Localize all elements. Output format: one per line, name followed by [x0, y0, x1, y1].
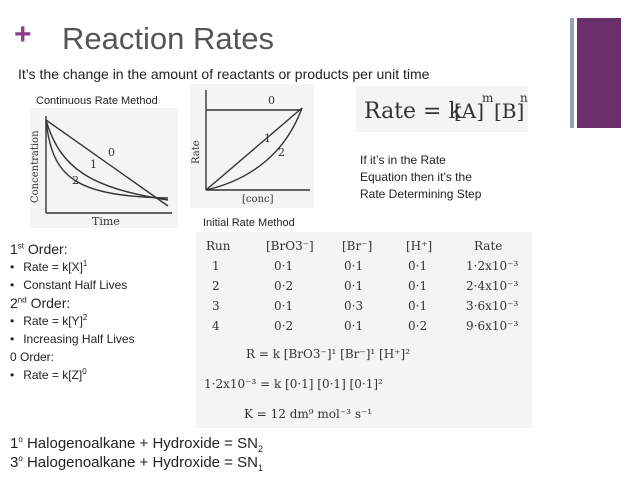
table-header-bro3: [BrO3⁻] — [266, 239, 314, 253]
plus-icon: + — [14, 18, 32, 51]
note-line-1: If it’s in the Rate — [360, 153, 446, 167]
graph1-label-1: 1 — [90, 158, 97, 171]
graph1-curve-2 — [45, 119, 169, 199]
table-cell: 0·1 — [274, 299, 293, 313]
table-cell: 2·4x10⁻³ — [466, 279, 518, 293]
table-cell: 0·1 — [344, 279, 363, 293]
caption-initial: Initial Rate Method — [203, 217, 295, 229]
primary-halogenoalkane-line: 1o Halogenoalkane + Hydroxide = SN2 — [10, 435, 263, 454]
rate-constant: K = 12 dm⁹ mol⁻³ s⁻¹ — [244, 407, 372, 421]
graph2-label-0: 0 — [268, 94, 275, 107]
first-order-heading: 1st Order: — [10, 241, 68, 257]
table-cell: 0·1 — [408, 279, 427, 293]
table-cell: 9·6x10⁻³ — [466, 319, 518, 333]
graph2-label-1: 1 — [264, 132, 271, 145]
graph1-curve-0 — [45, 119, 169, 207]
page-title: Reaction Rates — [62, 21, 274, 56]
table-header-br: [Br⁻] — [342, 239, 372, 253]
first-order-rate: Rate = k[X]1 — [10, 258, 135, 276]
orders-list: 1st Order: Rate = k[X]1 Constant Half Li… — [10, 240, 135, 384]
table-cell: 0·2 — [274, 279, 293, 293]
graph1-curve-1 — [45, 119, 169, 201]
page-subtitle: It’s the change in the amount of reactan… — [18, 66, 430, 82]
second-order-heading: 2nd Order: — [10, 295, 71, 311]
table-header-run: Run — [206, 239, 231, 253]
continuous-rate-graph: Concentration Time 0 1 2 — [30, 108, 178, 228]
graph2-label-2: 2 — [278, 146, 285, 159]
rate-conc-graph: Rate [conc] 0 1 2 — [190, 84, 314, 208]
graph1-label-2: 2 — [72, 174, 79, 187]
table-cell: 0·1 — [274, 259, 293, 273]
note-line-2: Equation then it’s the — [360, 170, 472, 184]
table-cell: 0·2 — [408, 319, 427, 333]
halogenoalkane-notes: 1o Halogenoalkane + Hydroxide = SN2 3o H… — [10, 434, 263, 473]
rate-expression: R = k [BrO3⁻]¹ [Br⁻]¹ [H⁺]² — [246, 347, 410, 361]
table-cell: 0·2 — [274, 319, 293, 333]
second-order-half-lives: Increasing Half Lives — [10, 330, 134, 348]
first-order-half-lives: Constant Half Lives — [10, 276, 135, 294]
decor-bar-thin — [570, 18, 574, 128]
zero-order-heading: 0 Order: — [10, 350, 55, 364]
table-cell: 0·1 — [344, 259, 363, 273]
note-line-3: Rate Determining Step — [360, 187, 482, 201]
rate-equation-a: [A] — [454, 99, 484, 123]
graph1-xlabel: Time — [92, 215, 120, 228]
table-cell: 3 — [212, 299, 220, 313]
second-order-rate: Rate = k[Y]2 — [10, 312, 135, 330]
table-cell: 0·1 — [408, 259, 427, 273]
rate-equation-m: m — [482, 91, 494, 105]
tertiary-halogenoalkane-line: 3o Halogenoalkane + Hydroxide = SN1 — [10, 454, 263, 473]
rate-equation-lhs: Rate = k — [364, 99, 462, 124]
table-cell: 1 — [212, 259, 220, 273]
graph2-xlabel: [conc] — [242, 194, 274, 205]
caption-continuous: Continuous Rate Method — [36, 95, 158, 107]
rate-equation-image: Rate = k [A] m [B] n — [356, 86, 528, 132]
graph1-label-0: 0 — [108, 146, 115, 159]
rate-determining-note: If it’s in the Rate Equation then it’s t… — [360, 152, 530, 203]
rate-substitution: 1·2x10⁻³ = k [0·1] [0·1] [0·1]² — [204, 377, 383, 391]
rate-equation-b: [B] — [494, 99, 524, 123]
table-cell: 4 — [212, 319, 220, 333]
graph2-curve-2 — [205, 107, 303, 191]
graph2-ylabel: Rate — [191, 140, 202, 164]
table-cell: 0·1 — [344, 319, 363, 333]
table-cell: 1·2x10⁻³ — [466, 259, 518, 273]
graph1-ylabel: Concentration — [30, 130, 41, 203]
table-cell: 0·1 — [408, 299, 427, 313]
decor-bar-accent — [577, 18, 621, 128]
table-header-h: [H⁺] — [406, 239, 432, 253]
table-cell: 3·6x10⁻³ — [466, 299, 518, 313]
table-cell: 2 — [212, 279, 220, 293]
table-cell: 0·3 — [344, 299, 363, 313]
table-header-rate: Rate — [474, 239, 502, 253]
graph2-curve-1 — [205, 107, 303, 191]
rate-equation-n: n — [520, 91, 528, 105]
zero-order-rate: Rate = k[Z]0 — [10, 366, 135, 384]
initial-rate-table-image: Run [BrO3⁻] [Br⁻] [H⁺] Rate 1 0·1 0·1 0·… — [196, 232, 532, 428]
